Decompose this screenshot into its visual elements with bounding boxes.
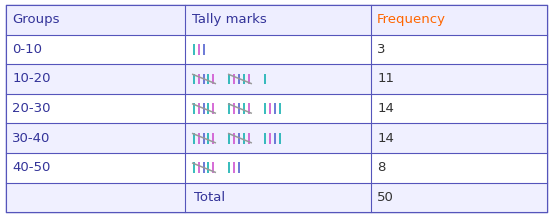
Text: 8: 8: [377, 161, 385, 174]
Bar: [6, 153, 547, 183]
Text: 0-10: 0-10: [12, 43, 42, 56]
Text: 20-30: 20-30: [12, 102, 51, 115]
Text: Frequency: Frequency: [377, 13, 446, 27]
Bar: [6, 94, 547, 123]
Text: 3: 3: [377, 43, 385, 56]
Text: 14: 14: [377, 132, 394, 145]
Bar: [6, 183, 547, 212]
Text: 14: 14: [377, 102, 394, 115]
Text: 40-50: 40-50: [12, 161, 50, 174]
Text: Total: Total: [194, 191, 225, 204]
Bar: [6, 35, 547, 64]
Text: 11: 11: [377, 72, 394, 86]
Text: Groups: Groups: [12, 13, 60, 27]
Text: 30-40: 30-40: [12, 132, 50, 145]
Bar: [6, 123, 547, 153]
Text: 50: 50: [377, 191, 394, 204]
Bar: [6, 64, 547, 94]
Bar: [6, 5, 547, 35]
Text: Tally marks: Tally marks: [192, 13, 267, 27]
Text: 10-20: 10-20: [12, 72, 51, 86]
